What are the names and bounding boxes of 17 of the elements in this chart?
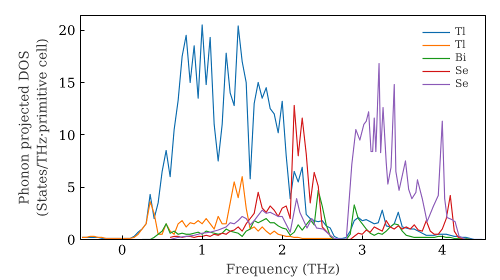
x-tick-label: 2 bbox=[278, 244, 286, 258]
x-tick-label: 3 bbox=[358, 244, 366, 258]
y-tick-label: 5 bbox=[67, 181, 76, 196]
legend-label: Bi bbox=[455, 51, 468, 64]
y-tick-label: 20 bbox=[58, 24, 76, 40]
x-axis-title: Frequency (THz) bbox=[226, 262, 340, 278]
y-axis-title: Phonon projected DOS (States/THz·primitive cell) bbox=[18, 38, 51, 217]
x-tick-label: 0 bbox=[118, 244, 126, 258]
y-tick-label: 15 bbox=[58, 76, 76, 92]
x-tick-label: 4 bbox=[438, 244, 447, 258]
legend-label: Se bbox=[455, 64, 470, 77]
legend-label: Tl bbox=[455, 38, 467, 51]
y-tick-label: 10 bbox=[58, 128, 76, 144]
y-tick-label: 0 bbox=[67, 234, 76, 248]
x-tick-label: 1 bbox=[198, 244, 206, 258]
legend-label: Se bbox=[455, 77, 470, 90]
legend-label: Tl bbox=[455, 25, 467, 38]
